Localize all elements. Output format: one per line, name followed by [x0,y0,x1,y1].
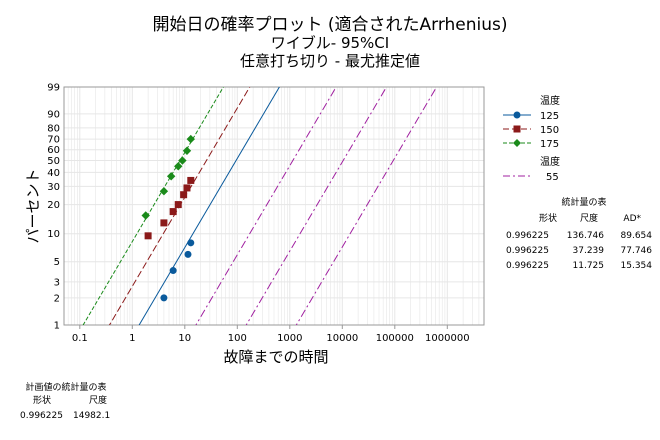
x-tick-label: 0.1 [72,333,88,344]
stats-table: 統計量の表 形状 尺度 AD* 0.996225 136.746 89.654 … [506,196,652,271]
data-point-150 [144,232,152,240]
data-point-175 [174,162,183,171]
data-point-175 [166,172,176,181]
legend-marker-150 [513,125,521,133]
stats-cell-ad: 77.746 [621,246,653,256]
legend-marker-175 [513,139,521,147]
data-point-125 [187,239,195,247]
legend-label-175: 175 [540,139,559,150]
stats-row: 0.996225 136.746 89.654 [506,231,652,241]
x-tick-label: 1 [129,333,135,344]
planned-header-shape: 形状 [33,394,51,406]
fit-lines [82,87,438,325]
x-tick-label: 10000 [326,333,358,344]
y-tick-label: 3 [54,277,60,288]
data-point-150 [187,176,195,184]
chart-subtitle-distribution: ワイブル- 95%CI [270,34,390,52]
stats-header-ad: AD* [623,214,641,224]
y-tick-label: 50 [47,156,60,167]
data-point-125 [160,294,168,302]
legend-label-125: 125 [540,111,559,122]
fit-line-150 [108,87,251,325]
data-point-175 [159,187,169,196]
stats-row: 0.996225 37.239 77.746 [506,246,652,256]
stats-table-title: 統計量の表 [561,196,606,208]
legend: 温度 125 150 175 温度 55 [503,94,560,183]
stats-cell-ad: 89.654 [621,231,653,241]
legend-title: 温度 [540,94,560,107]
data-point-175 [182,146,192,155]
planned-stats-table: 計画値の統計量の表 形状 尺度 0.996225 14982.1 [20,381,110,421]
data-point-150 [180,191,188,199]
legend-label-55: 55 [546,172,559,183]
fit-line-55 [245,87,388,325]
legend-title-2: 温度 [540,155,560,168]
x-tick-label: 1000000 [425,333,470,344]
legend-item-175: 175 [503,139,559,150]
y-tick-label: 5 [54,257,60,268]
stats-cell-scale: 136.746 [567,231,604,241]
legend-label-150: 150 [540,125,559,136]
x-tick-label: 100 [228,333,247,344]
stats-cell-scale: 11.725 [573,261,605,271]
planned-header-scale: 尺度 [89,394,107,406]
y-tick-label: 80 [47,123,60,134]
legend-item-150: 150 [503,125,559,136]
ci-lower-line-55 [195,87,337,325]
y-tick-label: 99 [47,83,60,94]
legend-item-55: 55 [503,172,559,183]
x-tick-label: 10 [178,333,191,344]
stats-cell-scale: 37.239 [573,246,605,256]
stats-cell-shape: 0.996225 [506,261,549,271]
chart-title: 開始日の確率プロット (適合されたArrhenius) [152,15,508,35]
ci-upper-line-55 [295,87,438,325]
stats-header-shape: 形状 [539,212,557,224]
stats-cell-shape: 0.996225 [506,231,549,241]
stats-row: 0.996225 11.725 15.354 [506,261,652,271]
data-point-125 [169,267,177,275]
y-tick-label: 30 [47,182,60,193]
stats-header-scale: 尺度 [580,212,598,224]
y-tick-label: 60 [47,145,60,156]
planned-cell-shape: 0.996225 [20,411,63,421]
legend-item-125: 125 [503,111,559,122]
y-tick-label: 20 [47,200,60,211]
x-axis-label: 故障までの時間 [223,348,328,366]
y-axis-label: パーセント [24,168,42,243]
y-tick-label: 90 [47,109,60,120]
data-point-150 [183,184,191,192]
y-tick-label: 2 [54,293,60,304]
y-tick-label: 70 [47,135,60,146]
plot-frame [63,86,485,326]
x-tick-label: 100000 [376,333,414,344]
data-point-150 [174,201,182,209]
data-point-175 [178,156,187,165]
data-point-175 [186,134,195,144]
stats-cell-ad: 15.354 [621,261,653,271]
x-tick-label: 1000 [277,333,302,344]
stats-cell-shape: 0.996225 [506,246,549,256]
planned-cell-scale: 14982.1 [73,411,110,421]
planned-table-title: 計画値の統計量の表 [25,381,106,393]
data-point-125 [184,250,192,258]
chart-subtitle-method: 任意打ち切り - 最尤推定値 [240,52,420,70]
data-point-150 [160,219,168,227]
y-tick-label: 10 [47,229,60,240]
data-point-175 [141,211,150,220]
fit-line-125 [138,87,280,325]
plot-grid [63,86,485,326]
y-tick-label: 1 [54,321,60,332]
y-tick-label: 40 [47,168,60,179]
data-point-150 [169,208,177,216]
x-tick-labels: 0.1 1 10 100 1000 10000 100000 1000000 [72,325,470,344]
data-points [141,134,195,302]
legend-marker-125 [513,111,521,119]
